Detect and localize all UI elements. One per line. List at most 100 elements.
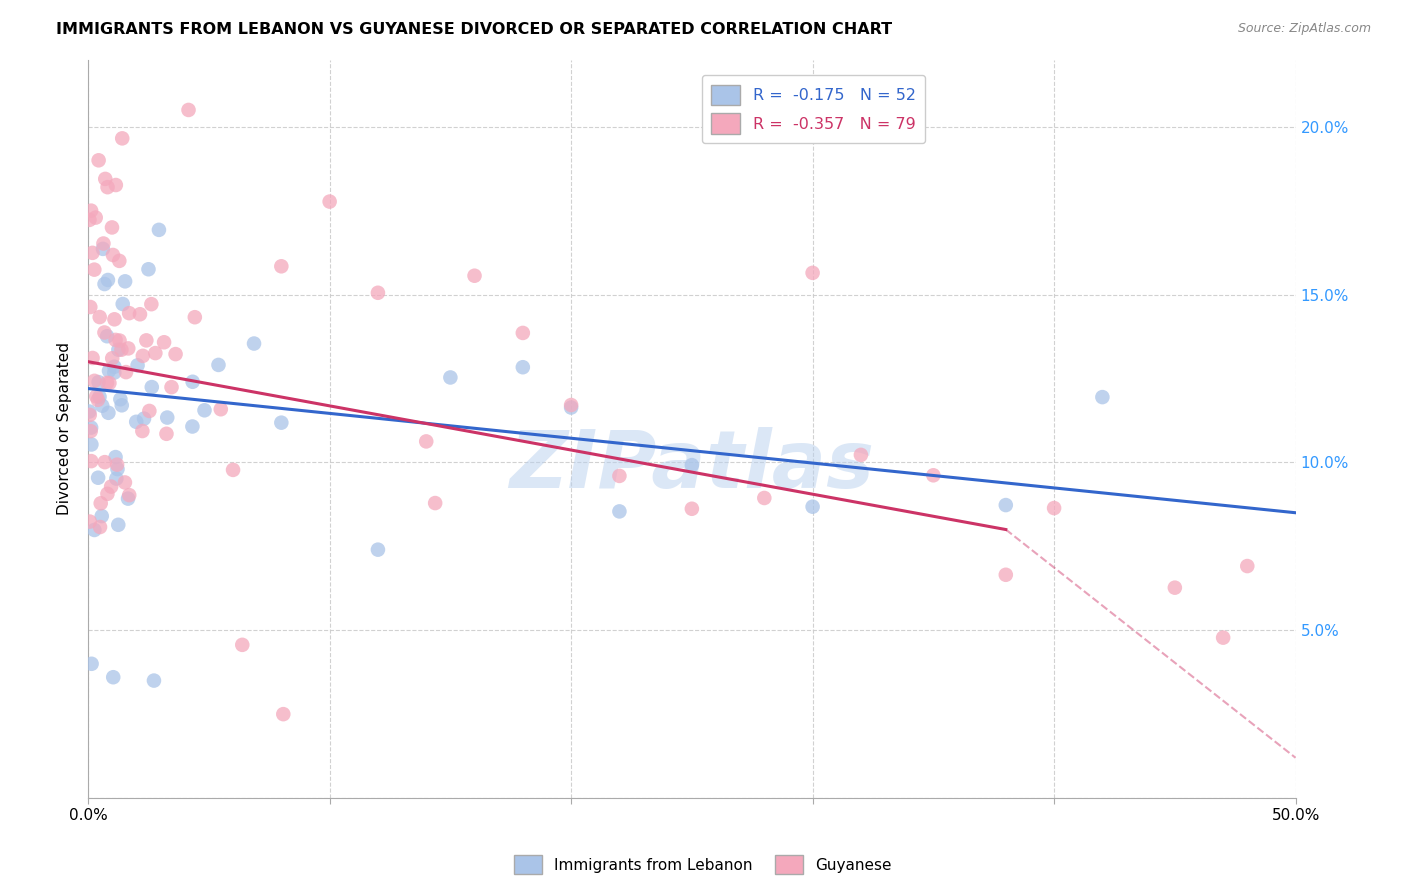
Point [80,657,103,671]
Point [111,398,134,412]
Point [110,343,132,357]
Point [177,103,200,117]
Point [79,300,101,314]
Point [91,242,114,256]
Point [79,515,101,529]
Point [193,403,215,417]
Text: ZIPatlas: ZIPatlas [509,426,875,505]
Point [104,333,127,347]
Point [97,273,120,287]
Point [209,402,232,417]
Point [425,496,447,510]
Point [90,496,112,510]
Point [132,349,155,363]
Point [464,268,486,283]
Point [83,523,105,537]
Point [138,262,160,277]
Point [101,351,124,366]
Point [87,471,110,485]
Point [77,404,100,418]
Point [115,365,138,379]
Point [108,334,131,348]
Point [681,501,703,516]
Point [105,458,128,472]
Point [609,504,631,518]
Legend: Immigrants from Lebanon, Guyanese: Immigrants from Lebanon, Guyanese [508,849,898,880]
Point [318,194,340,209]
Point [132,411,155,425]
Point [98,364,121,378]
Point [96,329,118,343]
Point [101,248,124,262]
Point [155,426,177,441]
Point [181,419,204,434]
Point [131,424,153,438]
Point [117,342,139,356]
Point [801,266,824,280]
Point [118,488,141,502]
Point [243,336,266,351]
Point [1164,581,1187,595]
Point [103,312,125,326]
Point [80,437,103,451]
Point [80,420,103,434]
Point [114,274,136,288]
Point [80,203,103,218]
Point [89,310,111,324]
Point [681,458,703,472]
Point [153,335,176,350]
Point [560,401,582,415]
Point [103,670,125,684]
Point [108,253,131,268]
Point [105,472,128,486]
Point [207,358,229,372]
Point [609,469,631,483]
Point [94,172,117,186]
Point [367,542,389,557]
Point [270,260,292,274]
Text: IMMIGRANTS FROM LEBANON VS GUYANESE DIVORCED OR SEPARATED CORRELATION CHART: IMMIGRANTS FROM LEBANON VS GUYANESE DIVO… [56,22,893,37]
Text: Source: ZipAtlas.com: Source: ZipAtlas.com [1237,22,1371,36]
Point [89,520,111,534]
Point [82,351,104,365]
Point [135,334,157,348]
Point [271,707,294,722]
Point [1043,501,1066,516]
Point [117,491,139,506]
Point [80,424,103,438]
Point [107,517,129,532]
Point [83,262,105,277]
Point [82,245,104,260]
Point [87,153,110,168]
Point [111,297,134,311]
Point [415,434,437,449]
Point [83,374,105,388]
Point [103,366,125,380]
Point [107,462,129,476]
Point [512,360,534,375]
Point [231,638,253,652]
Point [79,408,101,422]
Point [93,326,115,340]
Legend: R =  -0.175   N = 52, R =  -0.357   N = 79: R = -0.175 N = 52, R = -0.357 N = 79 [702,75,925,144]
Point [89,390,111,404]
Point [101,220,124,235]
Point [148,223,170,237]
Point [138,404,160,418]
Point [84,211,107,225]
Point [98,376,121,391]
Point [93,277,115,291]
Point [104,178,127,192]
Point [1091,390,1114,404]
Point [1236,559,1258,574]
Point [96,376,118,390]
Point [104,450,127,464]
Point [165,347,187,361]
Point [512,326,534,340]
Point [849,448,872,462]
Point [93,236,115,251]
Point [143,346,166,360]
Point [107,343,129,357]
Point [87,392,110,407]
Point [97,406,120,420]
